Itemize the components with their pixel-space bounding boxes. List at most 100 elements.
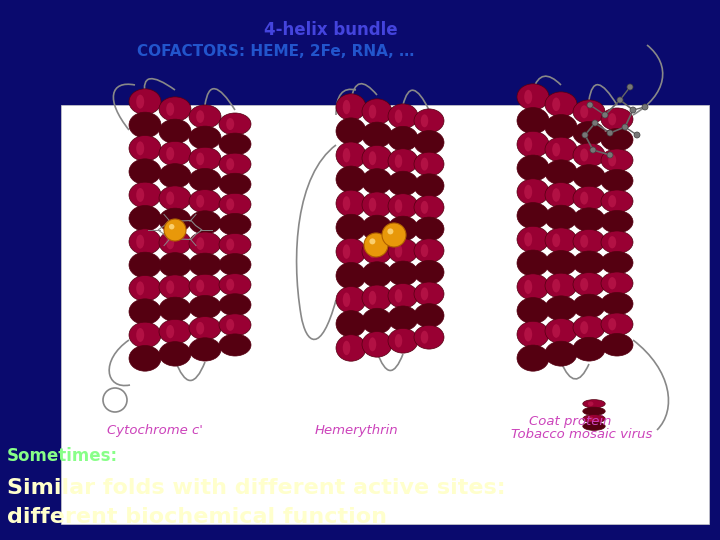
Ellipse shape <box>196 153 204 165</box>
Ellipse shape <box>414 282 444 306</box>
Ellipse shape <box>552 188 560 202</box>
Ellipse shape <box>582 415 606 423</box>
Ellipse shape <box>517 131 549 158</box>
Ellipse shape <box>336 238 366 265</box>
Circle shape <box>607 130 613 136</box>
Ellipse shape <box>601 272 633 294</box>
Ellipse shape <box>420 201 428 214</box>
Ellipse shape <box>388 261 418 286</box>
Ellipse shape <box>545 205 577 230</box>
Ellipse shape <box>601 313 633 335</box>
Text: COFACTORS: HEME, 2Fe, RNA, …: COFACTORS: HEME, 2Fe, RNA, … <box>137 44 414 59</box>
Ellipse shape <box>336 214 366 241</box>
Ellipse shape <box>420 244 428 257</box>
Ellipse shape <box>573 273 605 296</box>
Ellipse shape <box>573 100 605 124</box>
Ellipse shape <box>362 168 392 194</box>
Circle shape <box>582 132 588 138</box>
Ellipse shape <box>196 110 204 123</box>
Ellipse shape <box>395 110 402 123</box>
Ellipse shape <box>129 346 161 371</box>
Circle shape <box>607 152 613 158</box>
Ellipse shape <box>601 129 633 151</box>
Ellipse shape <box>166 280 174 294</box>
Ellipse shape <box>219 233 251 255</box>
Ellipse shape <box>189 316 221 340</box>
Ellipse shape <box>414 260 444 284</box>
Ellipse shape <box>159 231 191 255</box>
Ellipse shape <box>166 236 174 249</box>
Ellipse shape <box>136 188 144 202</box>
Ellipse shape <box>189 211 221 234</box>
Text: Hemerythrin: Hemerythrin <box>315 424 398 437</box>
Ellipse shape <box>582 422 606 430</box>
Ellipse shape <box>524 185 532 199</box>
Ellipse shape <box>219 173 251 195</box>
Ellipse shape <box>129 159 161 185</box>
Ellipse shape <box>343 293 350 307</box>
Ellipse shape <box>166 192 174 205</box>
Ellipse shape <box>517 155 549 181</box>
Text: Coat protein: Coat protein <box>529 415 611 428</box>
Ellipse shape <box>601 231 633 253</box>
Ellipse shape <box>196 237 204 250</box>
Ellipse shape <box>608 277 616 289</box>
Circle shape <box>592 120 598 126</box>
Ellipse shape <box>369 291 377 305</box>
Ellipse shape <box>189 232 221 255</box>
Ellipse shape <box>136 94 144 109</box>
Ellipse shape <box>166 103 174 116</box>
Ellipse shape <box>159 141 191 166</box>
Ellipse shape <box>573 186 605 210</box>
Ellipse shape <box>129 112 161 138</box>
Ellipse shape <box>395 244 402 258</box>
Ellipse shape <box>362 215 392 241</box>
Ellipse shape <box>573 122 605 145</box>
Ellipse shape <box>129 299 161 325</box>
Ellipse shape <box>362 285 392 310</box>
Ellipse shape <box>524 327 532 341</box>
Ellipse shape <box>336 118 366 144</box>
Ellipse shape <box>129 252 161 278</box>
Ellipse shape <box>129 275 161 301</box>
Text: different biochemical function: different biochemical function <box>7 507 387 528</box>
Ellipse shape <box>601 190 633 213</box>
Ellipse shape <box>395 289 402 302</box>
Ellipse shape <box>336 262 366 289</box>
Ellipse shape <box>420 330 428 343</box>
Ellipse shape <box>580 321 588 334</box>
Circle shape <box>642 104 648 110</box>
Ellipse shape <box>369 198 377 212</box>
Ellipse shape <box>336 310 366 337</box>
Ellipse shape <box>189 168 221 192</box>
Bar <box>61 105 709 524</box>
Ellipse shape <box>219 314 251 336</box>
Ellipse shape <box>545 183 577 207</box>
Circle shape <box>590 147 596 153</box>
Ellipse shape <box>388 126 418 151</box>
Ellipse shape <box>159 164 191 188</box>
Ellipse shape <box>580 235 588 248</box>
Text: Cytochrome c': Cytochrome c' <box>107 424 203 437</box>
Ellipse shape <box>189 253 221 276</box>
Ellipse shape <box>517 298 549 323</box>
Ellipse shape <box>159 186 191 211</box>
Ellipse shape <box>129 229 161 254</box>
Ellipse shape <box>414 131 444 154</box>
Ellipse shape <box>588 416 593 421</box>
Ellipse shape <box>608 236 616 248</box>
Ellipse shape <box>136 235 144 248</box>
Ellipse shape <box>362 122 392 148</box>
Ellipse shape <box>601 211 633 233</box>
Ellipse shape <box>420 287 428 300</box>
Ellipse shape <box>226 158 234 170</box>
Ellipse shape <box>159 319 191 344</box>
Ellipse shape <box>580 105 588 118</box>
Ellipse shape <box>414 325 444 349</box>
Ellipse shape <box>608 318 616 330</box>
Ellipse shape <box>226 198 234 211</box>
Circle shape <box>364 233 388 257</box>
Ellipse shape <box>517 345 549 371</box>
Ellipse shape <box>219 113 251 135</box>
Ellipse shape <box>545 296 577 321</box>
